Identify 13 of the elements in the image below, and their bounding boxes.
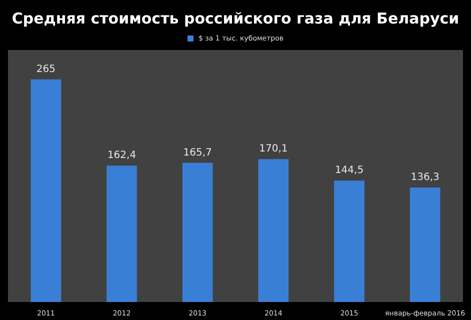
bar [334,180,364,302]
bar [106,166,137,302]
data-label: 265 [36,64,56,75]
bar [30,79,62,302]
bar [258,159,289,302]
data-label: 162,4 [107,150,136,162]
data-label: 144,5 [334,165,364,176]
bar [182,162,213,302]
data-label: 170,1 [259,144,288,155]
data-label: 136,3 [410,172,440,184]
chart-title: Средняя стоимость российского газа для Беларуси [12,10,460,28]
bar [410,188,440,302]
data-label: 165,7 [183,147,212,158]
